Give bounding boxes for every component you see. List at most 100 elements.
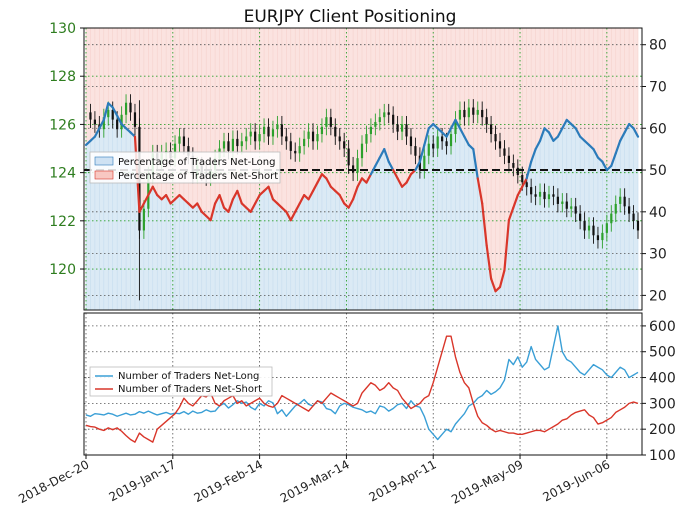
net-long-pct-segment [414, 160, 421, 172]
net-long-pct-segment [98, 118, 105, 130]
net-long-pct-segment [365, 173, 373, 184]
net-long-pct-segment [369, 164, 377, 176]
net-long-pct-segment [298, 194, 306, 205]
net-long-pct-segment [538, 127, 546, 142]
net-long-pct-segment [209, 202, 217, 222]
net-long-pct-segment [503, 219, 511, 272]
net-long-pct-segment [610, 152, 617, 167]
net-long-pct-segment [351, 185, 359, 201]
net-long-pct-segment [525, 160, 533, 180]
net-long-pct-segment [254, 194, 261, 205]
net-long-pct-segment [445, 127, 453, 138]
net-long-pct-segment [356, 177, 364, 188]
x-tick-label: 2019-May-09 [449, 457, 525, 506]
right-tick-label: 20 [649, 288, 667, 304]
net-long-pct-segment [516, 185, 524, 197]
left-tick-label: 126 [49, 117, 76, 133]
top-panel: 120 122 124 126 128 130 20 30 40 50 60 70 80 [49, 21, 667, 311]
net-long-pct-segment [102, 102, 110, 122]
net-long-pct-segment [619, 131, 626, 142]
net-long-pct-segment [138, 202, 145, 213]
legend-bottom: Number of Traders Net-Long Number of Tra… [89, 366, 273, 397]
bottom-tick-label: 600 [649, 319, 676, 335]
left-tick-label: 120 [49, 262, 76, 278]
net-long-pct-segment [307, 189, 315, 201]
net-long-pct-segment [383, 148, 390, 163]
net-long-pct-segment [311, 181, 319, 193]
x-tick-label: 2019-Jan-17 [107, 457, 179, 504]
net-long-pct-segment [458, 127, 466, 138]
net-long-pct-segment [294, 202, 301, 213]
net-long-pct-segment [387, 160, 395, 172]
series-count-net-long [85, 325, 639, 441]
right-tick-label: 80 [649, 38, 667, 54]
net-long-pct-segment [418, 143, 426, 163]
series-count-net-short [85, 335, 639, 443]
net-long-pct-segment [574, 127, 582, 138]
bottom-tick-label: 300 [649, 396, 676, 412]
right-tick-label: 70 [649, 79, 667, 95]
net-long-pct-segment [521, 177, 528, 188]
top-panel-frame [83, 27, 643, 311]
net-long-pct-segment [601, 160, 608, 172]
net-long-pct-segment [481, 202, 488, 247]
net-long-pct-segment [396, 177, 404, 188]
right-tick-label: 30 [649, 247, 667, 263]
net-long-pct-segment [316, 173, 324, 184]
left-tick-label: 122 [49, 214, 76, 230]
x-tick-label: 2018-Dec-20 [16, 457, 91, 506]
net-long-pct-segment [93, 127, 101, 138]
net-long-pct-segment [231, 189, 239, 201]
bottom-tick-label: 200 [649, 422, 676, 438]
net-long-pct-segment [267, 185, 275, 201]
net-long-pct-segment [547, 131, 555, 142]
bottom-panel-frame [83, 312, 643, 456]
right-tick-label: 50 [649, 163, 667, 179]
net-long-pct-segment [592, 148, 600, 159]
net-long-pct-segment [236, 189, 243, 205]
legend-swatch-net-long [94, 156, 114, 166]
bottom-tick-label: 100 [649, 448, 676, 464]
legend-top: Percentage of Traders Net-Long Percentag… [89, 151, 281, 184]
net-long-pct-segment [213, 194, 221, 205]
net-long-pct-segment [285, 210, 292, 222]
legend-label-count-short: Number of Traders Net-Short [118, 384, 262, 395]
legend-label-count-long: Number of Traders Net-Long [118, 371, 259, 382]
x-tick-label: 2019-Apr-11 [367, 457, 439, 504]
x-tick-label: 2019-Mar-14 [278, 457, 352, 505]
net-long-pct-segment [405, 173, 413, 184]
net-long-pct-segment [116, 114, 123, 126]
right-tick-label: 60 [649, 121, 667, 137]
net-long-pct-segment [374, 156, 381, 167]
right-tick-label: 40 [649, 205, 667, 221]
net-long-pct-segment [289, 210, 297, 222]
net-long-pct-segment [347, 198, 355, 209]
bottom-panel: 100 200 300 400 500 600 [83, 312, 676, 464]
net-long-pct-segment [476, 177, 484, 205]
legend-top-box [89, 151, 281, 184]
net-long-pct-segment [449, 118, 457, 130]
bottom-tick-label: 500 [649, 345, 676, 361]
legend-label-net-long: Percentage of Traders Net-Long [118, 157, 276, 168]
net-long-pct-segment [147, 185, 154, 197]
net-long-pct-segment [227, 198, 235, 213]
net-long-pct-segment [498, 269, 506, 289]
net-long-pct-segment [249, 202, 257, 213]
net-long-pct-segment [472, 148, 479, 180]
left-tick-label: 130 [49, 21, 76, 37]
net-long-pct-segment [218, 194, 226, 209]
net-long-pct-segment [507, 206, 515, 222]
net-long-pct-segment [378, 148, 386, 159]
net-long-pct-segment [614, 139, 622, 155]
net-long-pct-segment [623, 122, 631, 134]
x-tick-label: 2019-Feb-14 [192, 457, 265, 505]
net-long-pct-segment [489, 277, 497, 293]
net-long-pct-segment [111, 106, 119, 117]
x-axis: 2018-Dec-20 2019-Jan-17 2019-Feb-14 2019-Ma… [16, 455, 612, 507]
net-long-pct-segment [530, 148, 537, 163]
net-long-pct-segment [423, 127, 430, 147]
legend-label-net-short: Percentage of Traders Net-Short [118, 171, 278, 182]
chart-title: EURJPY Client Positioning [244, 7, 457, 27]
